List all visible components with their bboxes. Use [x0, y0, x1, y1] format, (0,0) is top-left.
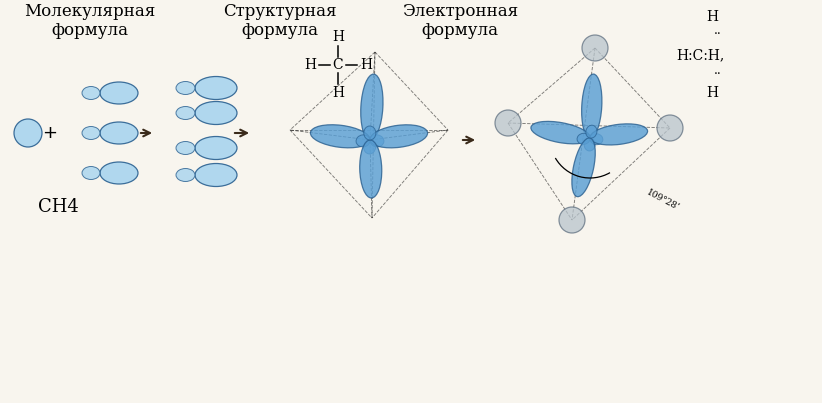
Text: 109°28’: 109°28’: [645, 187, 681, 212]
Ellipse shape: [586, 125, 597, 138]
Ellipse shape: [356, 135, 370, 147]
Ellipse shape: [176, 168, 195, 181]
Text: формула: формула: [52, 22, 128, 39]
Ellipse shape: [100, 122, 138, 144]
Text: H: H: [304, 58, 316, 72]
Ellipse shape: [590, 124, 648, 145]
Text: Структурная: Структурная: [224, 3, 337, 20]
Text: Электронная: Электронная: [402, 3, 518, 20]
Ellipse shape: [311, 125, 370, 148]
Ellipse shape: [82, 127, 100, 139]
Ellipse shape: [531, 121, 590, 144]
Ellipse shape: [14, 119, 42, 147]
Ellipse shape: [582, 35, 608, 61]
Ellipse shape: [82, 166, 100, 179]
Ellipse shape: [195, 164, 237, 187]
Ellipse shape: [559, 207, 585, 233]
Text: формула: формула: [422, 22, 498, 39]
Ellipse shape: [176, 141, 195, 154]
Text: ··: ··: [714, 29, 722, 42]
Text: Молекулярная: Молекулярная: [25, 3, 155, 20]
Ellipse shape: [370, 125, 427, 148]
Text: C: C: [333, 58, 344, 72]
Ellipse shape: [572, 138, 595, 197]
Text: H: H: [360, 58, 372, 72]
Ellipse shape: [82, 87, 100, 100]
Ellipse shape: [495, 110, 521, 136]
Ellipse shape: [195, 137, 237, 160]
Ellipse shape: [582, 74, 602, 138]
Text: H: H: [706, 10, 718, 24]
Ellipse shape: [370, 135, 384, 147]
Ellipse shape: [195, 102, 237, 125]
Ellipse shape: [100, 82, 138, 104]
Text: CH4: CH4: [38, 198, 79, 216]
Ellipse shape: [360, 140, 381, 198]
Ellipse shape: [100, 162, 138, 184]
Ellipse shape: [176, 106, 195, 120]
Text: формула: формула: [242, 22, 318, 39]
Ellipse shape: [195, 77, 237, 100]
Text: H: H: [332, 30, 344, 44]
Ellipse shape: [577, 133, 590, 144]
Text: +: +: [43, 124, 58, 142]
Ellipse shape: [590, 134, 603, 145]
Ellipse shape: [364, 126, 376, 140]
Ellipse shape: [176, 81, 195, 94]
Ellipse shape: [361, 74, 383, 140]
Text: H: H: [706, 86, 718, 100]
Text: H:C:H,: H:C:H,: [676, 48, 724, 62]
Text: H: H: [332, 86, 344, 100]
Ellipse shape: [363, 140, 376, 154]
Text: ··: ··: [714, 69, 722, 81]
Ellipse shape: [584, 138, 595, 151]
Ellipse shape: [657, 115, 683, 141]
